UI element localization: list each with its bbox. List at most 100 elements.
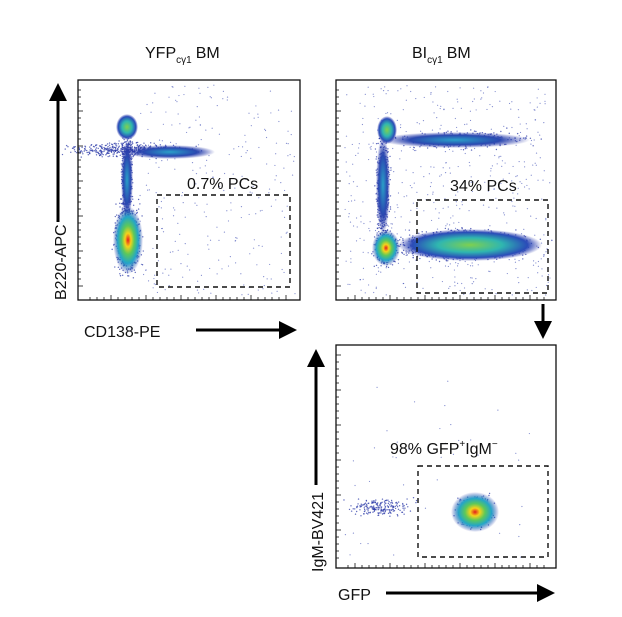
event-dot xyxy=(92,145,95,148)
event-dot xyxy=(184,216,186,218)
event-dot xyxy=(374,185,376,187)
event-dot xyxy=(413,149,416,152)
event-dot xyxy=(218,239,220,241)
event-dot xyxy=(240,155,242,158)
event-dot xyxy=(348,216,350,218)
event-dot xyxy=(453,222,455,224)
event-dot xyxy=(448,224,451,226)
event-dot xyxy=(537,272,539,274)
event-dot xyxy=(165,111,167,113)
event-dot xyxy=(464,123,466,126)
event-dot xyxy=(539,134,541,136)
event-dot xyxy=(532,164,534,166)
event-dot xyxy=(409,146,411,148)
event-dot xyxy=(447,206,449,208)
event-dot xyxy=(354,199,356,201)
event-dot xyxy=(367,252,369,254)
event-dot xyxy=(367,284,370,286)
event-dot xyxy=(464,260,466,263)
event-dot xyxy=(543,234,545,236)
event-dot xyxy=(452,215,454,217)
event-dot xyxy=(261,245,263,247)
event-dot xyxy=(348,183,350,185)
event-dot xyxy=(545,217,547,220)
event-dot xyxy=(78,147,80,149)
event-dot xyxy=(406,85,408,87)
event-dot xyxy=(109,150,111,152)
event-dot xyxy=(74,150,76,153)
event-dot xyxy=(95,150,98,152)
event-dot xyxy=(223,172,226,175)
event-dot xyxy=(549,182,551,184)
event-dot xyxy=(429,185,432,188)
event-dot xyxy=(74,145,76,148)
event-dot xyxy=(472,281,475,283)
event-dot xyxy=(179,123,181,125)
event-dot xyxy=(115,203,117,205)
event-dot xyxy=(170,268,172,270)
event-dot xyxy=(399,126,402,129)
event-dot xyxy=(415,97,417,100)
event-dot xyxy=(517,109,520,111)
event-dot xyxy=(198,116,201,118)
event-dot xyxy=(526,128,528,130)
event-dot xyxy=(280,236,282,238)
event-dot xyxy=(447,265,449,268)
event-dot xyxy=(264,128,266,130)
event-dot xyxy=(438,260,441,263)
event-dot xyxy=(83,147,86,150)
event-dot xyxy=(467,263,469,266)
event-dot xyxy=(405,130,407,133)
density-blob xyxy=(116,114,138,140)
event-dot xyxy=(355,154,357,157)
event-dot xyxy=(543,254,545,256)
event-dot xyxy=(397,90,399,92)
event-dot xyxy=(257,116,259,118)
event-dot xyxy=(108,155,111,157)
event-dot xyxy=(132,156,134,158)
event-dot xyxy=(525,123,527,125)
event-dot xyxy=(418,123,421,125)
event-dot xyxy=(121,149,123,151)
event-dot xyxy=(181,191,184,194)
event-dot xyxy=(427,194,429,196)
event-dot xyxy=(445,162,447,164)
event-dot xyxy=(140,263,143,266)
event-dot xyxy=(430,182,432,184)
event-dot xyxy=(375,142,378,145)
event-dot xyxy=(256,264,258,266)
event-dot xyxy=(400,216,402,218)
event-dot xyxy=(363,239,365,241)
event-dot xyxy=(105,144,107,147)
event-dot xyxy=(213,84,215,86)
event-dot xyxy=(384,86,386,88)
event-dot xyxy=(194,202,196,204)
event-dot xyxy=(375,158,377,160)
event-dot xyxy=(142,250,144,252)
event-dot xyxy=(459,208,461,210)
event-dot xyxy=(131,146,133,148)
event-dot xyxy=(544,93,546,95)
event-dot xyxy=(490,170,492,172)
event-dot xyxy=(199,92,201,94)
event-dot xyxy=(100,149,102,152)
event-dot xyxy=(350,258,352,260)
event-dot xyxy=(491,289,493,291)
event-dot xyxy=(454,285,456,287)
event-dot xyxy=(498,155,500,158)
event-dot xyxy=(500,130,502,133)
event-dot xyxy=(532,145,534,147)
event-dot xyxy=(136,145,138,147)
event-dot xyxy=(368,227,370,230)
event-dot xyxy=(108,152,110,155)
event-dot xyxy=(446,223,448,225)
event-dot xyxy=(114,266,116,268)
event-dot xyxy=(491,165,493,167)
event-dot xyxy=(129,143,132,145)
event-dot xyxy=(409,184,411,187)
event-dot xyxy=(495,148,498,151)
event-dot xyxy=(252,185,254,187)
event-dot xyxy=(141,264,144,266)
event-dot xyxy=(182,201,184,204)
event-dot xyxy=(412,172,414,174)
